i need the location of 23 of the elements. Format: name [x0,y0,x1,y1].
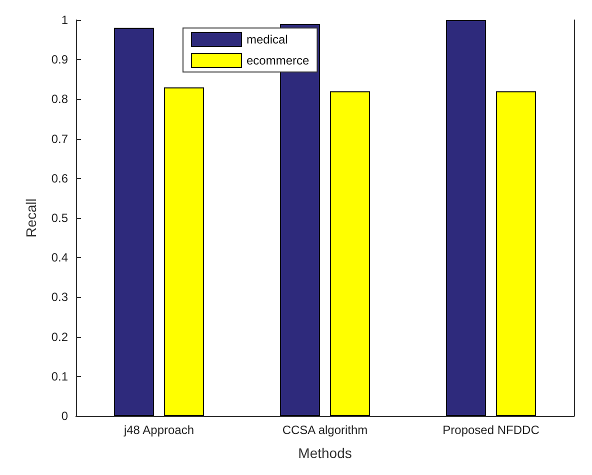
y-tick-label: 0.9 [51,52,68,67]
y-tick-label: 0.5 [51,211,68,225]
y-tick-label: 0.8 [51,92,68,106]
x-tick-label: j48 Approach [122,423,194,437]
bar [446,20,486,416]
y-tick-label: 0.3 [51,290,68,304]
y-tick-label: 0.4 [51,250,68,265]
x-tick-label: Proposed NFDDC [442,423,540,437]
bar [114,28,154,416]
legend-label: ecommerce [246,54,310,68]
y-tick-label: 0.7 [51,132,68,146]
x-axis-title: Methods [298,445,352,461]
x-tick-label: CCSA algorithm [282,423,368,437]
bar [330,91,370,416]
bar [496,91,536,416]
y-tick-label: 0.6 [51,171,68,186]
legend-label: medical [246,32,288,46]
y-tick-label: 0.2 [51,330,68,344]
y-tick-label: 0.1 [51,369,68,384]
bar [164,87,204,416]
y-tick-label: 0 [61,409,68,423]
y-tick-label: 1 [61,13,68,27]
y-axis-title: Recall [23,198,39,238]
